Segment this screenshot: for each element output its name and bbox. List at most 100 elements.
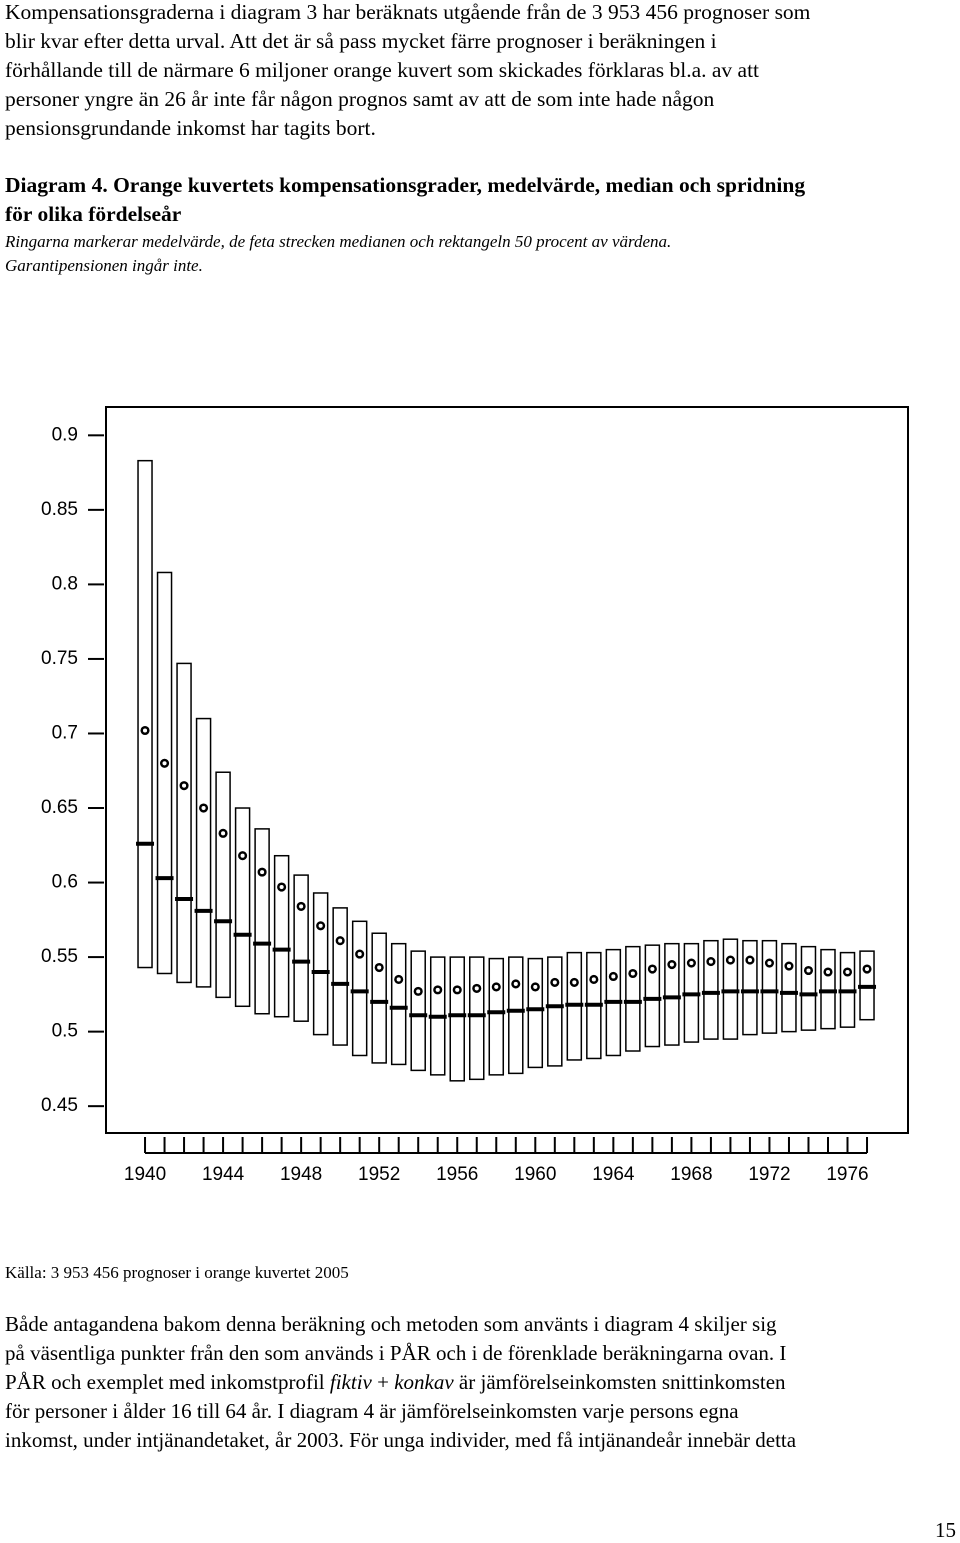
x-tick-label: 1964 (592, 1164, 635, 1185)
page-number: 15 (935, 1518, 956, 1542)
mean (784, 961, 794, 971)
box (800, 945, 817, 1031)
box (137, 459, 153, 969)
mean (277, 882, 287, 892)
x-tick-label: 1952 (358, 1164, 400, 1185)
mean (589, 974, 599, 985)
box (820, 948, 836, 1030)
y-tick-label: 0.8 (52, 573, 78, 594)
mean (550, 977, 560, 987)
caption-note: Ringarna markerar medelvärde, de feta st… (5, 232, 672, 251)
box (508, 956, 524, 1075)
mean (433, 985, 443, 995)
intro-line: pensionsgrundande inkomst har tagits bor… (5, 116, 376, 140)
box (176, 662, 192, 984)
mean (355, 949, 365, 959)
box (410, 950, 426, 1072)
mean (238, 851, 248, 861)
box (781, 942, 797, 1033)
intro-line: personer yngre än 26 år inte får någon p… (5, 87, 715, 111)
box (547, 956, 563, 1067)
box (234, 807, 251, 1008)
box (312, 892, 329, 1036)
box (254, 828, 270, 1015)
mean (472, 983, 482, 993)
mean (803, 965, 814, 976)
y-tick-label: 0.85 (41, 499, 78, 520)
mean (218, 828, 228, 838)
text: PÅR och exemplet med inkomstprofil (5, 1370, 330, 1394)
mean (140, 725, 150, 736)
mean (667, 959, 677, 970)
box (644, 944, 661, 1048)
box (332, 907, 348, 1046)
box (742, 939, 758, 1036)
mean (179, 781, 189, 791)
x-tick-label: 1940 (124, 1164, 166, 1185)
mean (394, 974, 404, 985)
mean (569, 977, 579, 987)
mean (706, 957, 716, 967)
mean (296, 901, 306, 911)
box (351, 920, 368, 1057)
mean (491, 982, 501, 992)
box (722, 938, 739, 1040)
body-line: inkomst, under intjänandetaket, år 2003.… (5, 1428, 797, 1452)
y-tick-label: 0.65 (41, 797, 78, 818)
emphasis: konkav (394, 1370, 454, 1394)
box (390, 942, 407, 1066)
box (273, 854, 290, 1018)
box (215, 771, 231, 999)
mean (628, 968, 638, 979)
box (527, 957, 544, 1069)
mean (862, 964, 872, 974)
mean (199, 803, 209, 813)
x-tick-label: 1944 (202, 1164, 245, 1185)
body-line: för personer i ålder 16 till 64 år. I di… (5, 1399, 739, 1423)
box (156, 571, 173, 975)
y-tick-label: 0.5 (52, 1021, 78, 1042)
box (664, 942, 680, 1046)
x-tick-label: 1976 (826, 1164, 868, 1185)
intro-line: blir kvar efter detta urval. Att det är … (5, 29, 717, 53)
mean (823, 967, 833, 977)
mean (316, 921, 326, 931)
y-tick-label: 0.9 (52, 424, 78, 445)
x-tick-label: 1968 (670, 1164, 712, 1185)
box (625, 945, 641, 1052)
mean (257, 867, 267, 877)
text: + (371, 1370, 395, 1394)
x-tick-label: 1960 (514, 1164, 556, 1185)
box (371, 932, 387, 1064)
y-tick-label: 0.45 (41, 1095, 78, 1116)
mean (647, 964, 657, 974)
y-tick-label: 0.7 (52, 722, 78, 743)
box (293, 874, 309, 1022)
x-tick-label: 1948 (280, 1164, 322, 1185)
mean (745, 955, 755, 965)
mean (608, 971, 618, 982)
mean (159, 758, 170, 768)
caption-title: för olika fördelseår (5, 202, 182, 226)
box (761, 939, 778, 1034)
caption-note: Garantipensionen ingår inte. (5, 256, 203, 275)
source: Källa: 3 953 456 prognoser i orange kuve… (5, 1263, 349, 1282)
plot-frame (105, 406, 909, 1134)
box (488, 957, 505, 1076)
caption-title: Diagram 4. Orange kuvertets kompensation… (5, 173, 806, 197)
y-tick-label: 0.6 (52, 872, 78, 893)
box (449, 956, 465, 1082)
box (703, 939, 719, 1040)
emphasis: fiktiv (329, 1370, 372, 1394)
intro-line: Kompensationsgraderna i diagram 3 har be… (5, 0, 811, 24)
mean (842, 967, 853, 977)
mean (725, 955, 735, 965)
mean (511, 979, 521, 989)
body-line: PÅR och exemplet med inkomstprofil fikti… (5, 1370, 786, 1395)
intro-line: förhållande till de närmare 6 miljoner o… (5, 58, 760, 82)
box (195, 717, 212, 988)
text: är jämförelseinkomsten snittinkomsten (453, 1370, 786, 1394)
mean (764, 958, 775, 968)
